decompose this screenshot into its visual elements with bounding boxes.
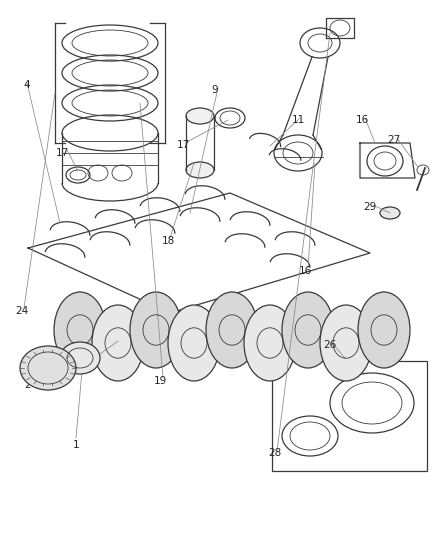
Ellipse shape xyxy=(186,108,214,124)
Text: 1: 1 xyxy=(73,440,79,450)
Text: 24: 24 xyxy=(15,306,28,316)
Text: 3: 3 xyxy=(81,363,87,373)
Ellipse shape xyxy=(168,305,220,381)
Text: 26: 26 xyxy=(323,340,337,350)
Text: 17: 17 xyxy=(55,148,69,158)
Text: 17: 17 xyxy=(177,140,190,150)
Text: 4: 4 xyxy=(24,80,30,90)
Ellipse shape xyxy=(206,292,258,368)
Text: 19: 19 xyxy=(153,376,166,386)
Ellipse shape xyxy=(244,305,296,381)
Ellipse shape xyxy=(320,305,372,381)
Text: 27: 27 xyxy=(387,135,401,145)
Ellipse shape xyxy=(60,342,100,374)
Text: 9: 9 xyxy=(212,85,218,95)
Bar xyxy=(272,361,427,471)
Text: 28: 28 xyxy=(268,448,282,458)
Text: 11: 11 xyxy=(291,115,304,125)
Ellipse shape xyxy=(20,346,76,390)
Ellipse shape xyxy=(130,292,182,368)
Ellipse shape xyxy=(282,292,334,368)
Ellipse shape xyxy=(358,292,410,368)
Text: 29: 29 xyxy=(364,202,377,212)
Ellipse shape xyxy=(380,207,400,219)
Ellipse shape xyxy=(92,305,144,381)
Text: 16: 16 xyxy=(355,115,369,125)
Text: 18: 18 xyxy=(161,236,175,246)
Ellipse shape xyxy=(186,162,214,178)
Text: 2: 2 xyxy=(25,380,31,390)
Ellipse shape xyxy=(54,292,106,368)
Text: 16: 16 xyxy=(298,266,311,276)
